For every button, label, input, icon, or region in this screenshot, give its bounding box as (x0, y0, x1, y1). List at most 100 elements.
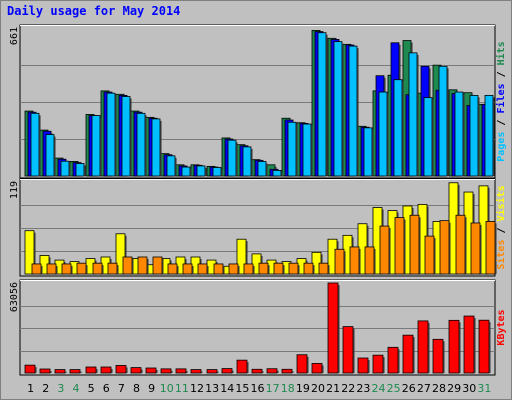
bar-shadow (374, 248, 376, 274)
bar-kbytes-day-25 (387, 346, 399, 374)
bar-shadow (387, 94, 389, 176)
bar-kbytes-day-15 (236, 359, 248, 374)
bar-pages-day-14 (227, 139, 237, 177)
bar-kbytes-day-29 (448, 319, 460, 374)
x-tick-label-day-2: 2 (42, 382, 49, 395)
bar-pages-day-27 (423, 97, 433, 177)
bar-shadow (102, 265, 104, 274)
bar-kbytes-day-18 (281, 368, 293, 374)
bar-shadow (266, 163, 268, 176)
bar-shadow (357, 48, 359, 177)
bar-pages-day-26 (408, 52, 418, 177)
bar-sites-day-1 (31, 263, 42, 275)
bar-shadow (474, 318, 476, 373)
bar-pages-day-30 (469, 94, 479, 177)
bar-sites-day-8 (137, 256, 148, 275)
bar-shadow (489, 322, 491, 373)
bar-shadow (54, 136, 56, 176)
bar-shadow (246, 241, 248, 274)
bar-sites-day-15 (243, 263, 254, 275)
bar-sites-day-13 (213, 263, 224, 275)
bar-kbytes-day-11 (175, 368, 187, 374)
x-tick-label-day-18: 18 (281, 382, 295, 395)
bar-shadow (434, 238, 436, 274)
bar-shadow (495, 223, 497, 274)
panel-axis-label-1: Sites / Visits (495, 185, 507, 269)
bar-shadow (132, 258, 134, 274)
bar-kbytes-day-2 (39, 368, 51, 374)
x-tick-label-day-26: 26 (402, 382, 416, 395)
bar-kbytes-day-12 (190, 369, 202, 374)
axis-label-part: Sites (495, 240, 507, 270)
bar-shadow (262, 371, 264, 373)
bar-shadow (247, 362, 249, 373)
bar-shadow (298, 265, 300, 274)
x-tick-label-day-31: 31 (477, 382, 491, 395)
chart-title: Daily usage for May 2014 (7, 4, 181, 18)
bar-pages-day-9 (151, 118, 161, 177)
bar-shadow (281, 172, 283, 176)
bar-shadow (35, 367, 37, 373)
bar-pages-day-28 (438, 65, 448, 177)
bar-shadow (292, 371, 294, 373)
bar-pages-day-19 (302, 123, 312, 177)
bar-shadow (177, 265, 179, 274)
x-tick-label-day-27: 27 (417, 382, 431, 395)
bar-shadow (326, 34, 328, 176)
bar-shadow (141, 369, 143, 373)
bar-kbytes-day-3 (54, 369, 66, 374)
bar-shadow (311, 126, 313, 176)
bar-pages-day-7 (121, 96, 131, 177)
bar-sites-day-2 (46, 263, 57, 275)
kbytes-panel: 63056 KBytes (9, 279, 507, 376)
bar-pages-day-13 (212, 167, 222, 177)
bar-kbytes-day-7 (115, 365, 127, 374)
bar-shadow (344, 251, 346, 274)
bar-pages-day-8 (136, 112, 146, 177)
bar-shadow (419, 217, 421, 274)
x-tick-label-day-14: 14 (220, 382, 234, 395)
bar-shadow (338, 285, 340, 373)
x-tick-label-day-28: 28 (432, 382, 446, 395)
bar-pages-day-3 (60, 160, 70, 177)
x-tick-label-day-9: 9 (148, 382, 155, 395)
bar-kbytes-day-28 (432, 338, 444, 374)
bar-shadow (115, 95, 117, 176)
bar-pages-day-23 (363, 127, 373, 177)
bar-kbytes-day-8 (130, 367, 142, 374)
bar-shadow (277, 370, 279, 373)
x-tick-label-day-12: 12 (190, 382, 204, 395)
bar-shadow (39, 115, 41, 176)
bar-shadow (283, 265, 285, 274)
bar-kbytes-day-31 (478, 319, 490, 374)
bar-shadow (368, 360, 370, 373)
bar-shadow (232, 370, 234, 373)
bar-pages-day-17 (272, 170, 282, 177)
bar-shadow (459, 322, 461, 373)
bar-kbytes-day-1 (24, 364, 36, 374)
bar-shadow (175, 157, 177, 176)
bar-sites-day-9 (152, 256, 163, 275)
bar-shadow (156, 370, 158, 373)
panel-axis-label-0: Pages / Files / Hits (495, 41, 507, 161)
x-tick-label-day-21: 21 (326, 382, 340, 395)
x-tick-label-day-29: 29 (447, 382, 461, 395)
hits-files-pages-panel: 661 Pages / Files / Hits (9, 24, 507, 179)
bar-kbytes-day-26 (402, 334, 414, 374)
bar-shadow (65, 371, 67, 373)
bar-sites-day-29 (455, 214, 466, 275)
x-tick-label-day-5: 5 (88, 382, 95, 395)
bar-pages-day-29 (454, 91, 464, 177)
bar-pages-day-21 (333, 41, 343, 177)
bar-shadow (205, 167, 207, 176)
x-tick-label-day-10: 10 (160, 382, 174, 395)
x-tick-label-day-15: 15 (235, 382, 249, 395)
x-tick-label-day-22: 22 (341, 382, 355, 395)
bar-shadow (342, 43, 344, 176)
bar-kbytes-day-27 (417, 320, 429, 374)
bar-shadow (253, 265, 255, 274)
bar-sites-day-25 (394, 217, 405, 275)
x-tick-label-day-16: 16 (251, 382, 265, 395)
bar-shadow (428, 322, 430, 373)
axis-label-part: Files (495, 83, 507, 113)
